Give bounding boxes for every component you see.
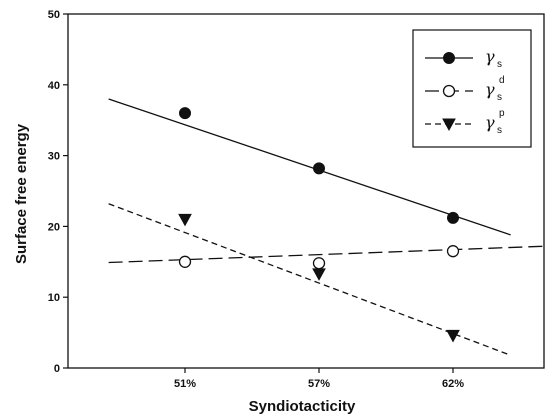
series-3 bbox=[108, 203, 511, 356]
plot-frame bbox=[67, 13, 545, 369]
y-tick-label: 10 bbox=[48, 292, 60, 304]
y-axis-title: Surface free energy bbox=[13, 123, 30, 264]
y-tick-label: 20 bbox=[48, 221, 60, 233]
legend-label: γ bbox=[485, 113, 495, 132]
y-tick-label: 0 bbox=[54, 363, 60, 375]
series-2 bbox=[108, 245, 545, 270]
series-line bbox=[108, 203, 511, 356]
y-tick-label: 50 bbox=[48, 9, 60, 21]
data-point bbox=[446, 245, 460, 258]
legend-marker bbox=[442, 84, 456, 98]
legend-superscript: d bbox=[499, 75, 505, 86]
y-tick-label: 40 bbox=[48, 80, 60, 92]
data-point bbox=[447, 211, 459, 224]
data-point bbox=[446, 329, 460, 343]
legend-marker bbox=[442, 118, 456, 132]
legend-subscript: s bbox=[497, 59, 502, 70]
series-line bbox=[108, 245, 545, 264]
x-tick-label: 51% bbox=[174, 378, 196, 390]
legend-label: γ bbox=[485, 80, 495, 99]
legend-subscript: s bbox=[497, 92, 502, 103]
data-point bbox=[312, 257, 326, 270]
x-tick-label: 62% bbox=[442, 378, 464, 390]
series-1 bbox=[108, 98, 511, 236]
data-point bbox=[313, 162, 325, 175]
data-point bbox=[178, 255, 192, 268]
legend-superscript: p bbox=[499, 108, 505, 119]
x-tick-label: 57% bbox=[308, 378, 330, 390]
series-layer bbox=[108, 98, 545, 356]
legend-label: γ bbox=[485, 47, 495, 66]
axis-ticks: 0 10 20 30 40 50 51% 57% 62% bbox=[48, 9, 464, 390]
legend-box bbox=[412, 29, 532, 148]
legend-subscript: s bbox=[497, 125, 502, 136]
legend: γ sγ sdγ sp bbox=[412, 29, 532, 148]
legend-marker bbox=[443, 52, 455, 64]
data-point bbox=[312, 268, 326, 281]
data-point bbox=[179, 107, 191, 120]
data-point bbox=[178, 213, 192, 227]
series-line bbox=[108, 98, 511, 236]
y-tick-label: 30 bbox=[48, 151, 60, 163]
x-axis-title: Syndiotacticity bbox=[249, 398, 356, 415]
axes bbox=[67, 13, 545, 369]
